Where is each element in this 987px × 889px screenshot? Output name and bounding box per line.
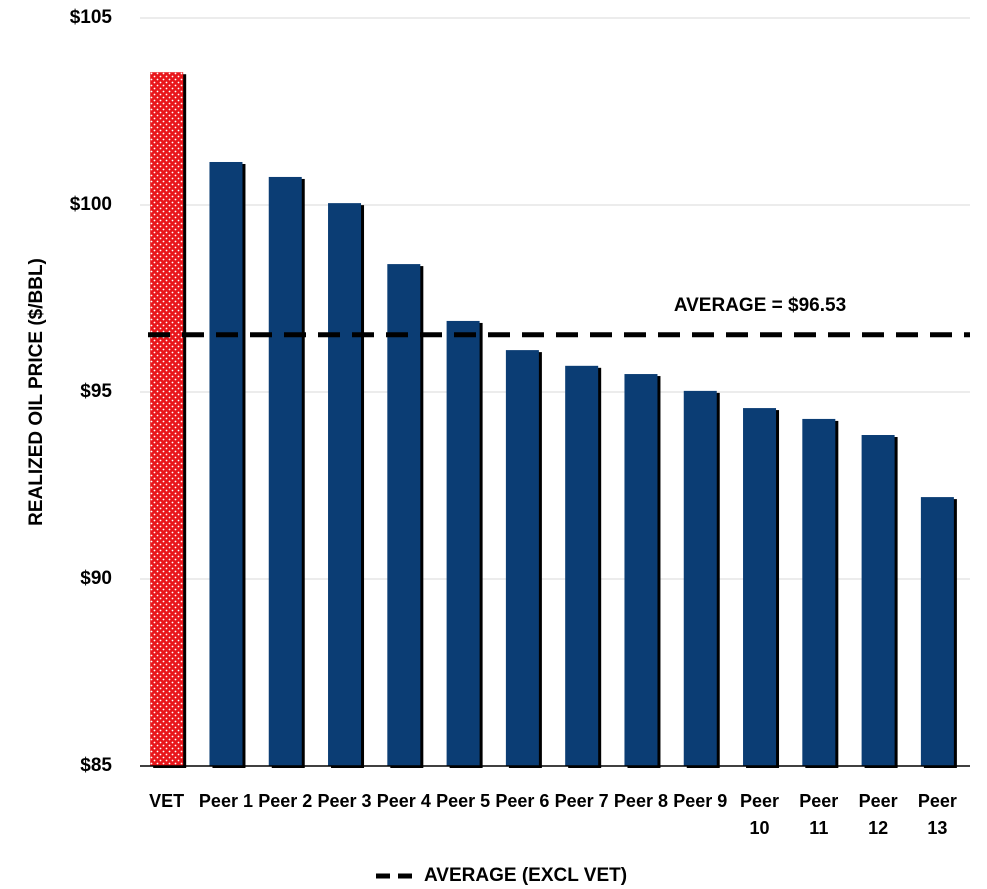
x-tick-label: VET xyxy=(149,791,185,811)
y-tick-label: $95 xyxy=(80,381,112,402)
bar xyxy=(268,176,302,766)
x-tick-label: Peer 8 xyxy=(613,791,668,811)
bar xyxy=(209,161,243,767)
x-tick-label: Peer 11 xyxy=(799,791,839,838)
x-tick-label: Peer 2 xyxy=(258,791,313,811)
legend-label: AVERAGE (EXCL VET) xyxy=(424,865,627,886)
bar xyxy=(624,374,658,766)
bar xyxy=(743,408,777,766)
y-axis-title: REALIZED OIL PRICE ($/BBL) xyxy=(26,258,47,526)
reference-label: AVERAGE = $96.53 xyxy=(674,295,846,316)
x-tick-label: Peer 13 xyxy=(917,791,957,838)
bar xyxy=(565,365,599,766)
y-tick-label: $90 xyxy=(80,568,112,589)
bar xyxy=(920,497,954,766)
x-tick-label: Peer 3 xyxy=(317,791,372,811)
x-tick-label: Peer 7 xyxy=(554,791,609,811)
bar-pattern xyxy=(150,72,184,767)
x-tick-label: Peer 10 xyxy=(740,791,780,838)
bar xyxy=(328,203,362,766)
bar xyxy=(683,390,717,766)
x-tick-label: Peer 9 xyxy=(673,791,728,811)
bar xyxy=(802,418,836,766)
x-tick-label: Peer 4 xyxy=(376,791,431,811)
x-tick-label: Peer 5 xyxy=(436,791,491,811)
y-tick-label: $100 xyxy=(70,194,112,215)
bar xyxy=(387,264,421,766)
bar xyxy=(446,320,480,766)
x-tick-label: Peer 12 xyxy=(858,791,898,838)
grid xyxy=(140,17,970,767)
x-tick-label: Peer 6 xyxy=(495,791,550,811)
y-tick-label: $105 xyxy=(70,7,113,28)
bar xyxy=(861,435,895,766)
y-tick-label: $85 xyxy=(80,755,112,776)
x-tick-label: Peer 1 xyxy=(198,791,253,811)
bar xyxy=(505,350,539,766)
